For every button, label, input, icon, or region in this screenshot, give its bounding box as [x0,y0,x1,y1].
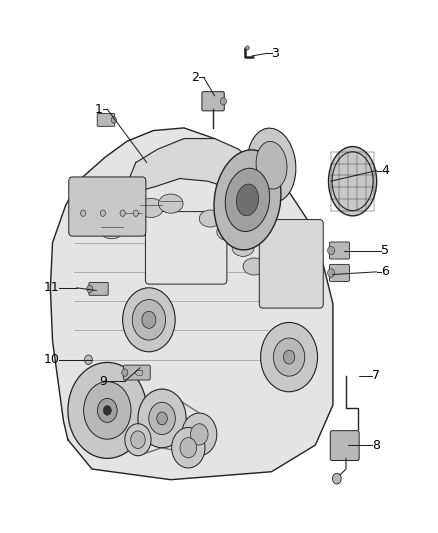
FancyBboxPatch shape [330,431,359,461]
FancyBboxPatch shape [124,365,150,380]
Text: 5: 5 [381,244,389,257]
Ellipse shape [232,239,254,256]
Circle shape [157,412,167,425]
Text: 9: 9 [99,375,107,387]
Circle shape [87,285,93,293]
Circle shape [103,406,111,415]
Circle shape [85,355,92,365]
Text: 3: 3 [272,47,279,60]
Ellipse shape [247,128,296,203]
FancyBboxPatch shape [69,177,146,236]
Text: 2: 2 [191,71,199,84]
Circle shape [191,424,208,445]
Circle shape [122,369,128,376]
Text: 7: 7 [372,369,380,382]
Circle shape [138,389,186,448]
Polygon shape [129,139,272,195]
FancyBboxPatch shape [259,220,323,308]
Circle shape [81,210,86,216]
Ellipse shape [214,150,281,250]
Text: 11: 11 [43,281,59,294]
Circle shape [84,382,131,439]
Ellipse shape [123,288,175,352]
FancyBboxPatch shape [202,92,224,111]
Circle shape [149,402,175,434]
Circle shape [180,438,197,458]
FancyBboxPatch shape [329,242,350,259]
Text: 8: 8 [372,439,380,451]
Polygon shape [50,128,333,480]
Ellipse shape [132,300,166,340]
Circle shape [125,424,151,456]
Ellipse shape [199,210,221,227]
Circle shape [131,431,145,449]
Circle shape [283,350,295,364]
Ellipse shape [119,206,144,225]
Ellipse shape [99,220,124,239]
Ellipse shape [256,141,287,189]
Circle shape [261,322,318,392]
Ellipse shape [217,223,239,240]
Circle shape [111,117,117,123]
Circle shape [97,399,117,422]
Text: 10: 10 [43,353,59,366]
Ellipse shape [142,311,156,328]
Circle shape [328,269,335,277]
Circle shape [220,98,226,105]
Ellipse shape [243,258,265,275]
Text: 6: 6 [381,265,389,278]
FancyBboxPatch shape [89,282,108,295]
Ellipse shape [237,184,258,216]
FancyBboxPatch shape [329,264,350,281]
Text: 1: 1 [95,103,103,116]
FancyBboxPatch shape [145,212,227,284]
FancyBboxPatch shape [97,114,115,126]
Circle shape [120,210,125,216]
Text: 4: 4 [381,164,389,177]
Circle shape [273,338,305,376]
Circle shape [182,413,217,456]
Ellipse shape [328,147,377,216]
Ellipse shape [139,198,163,217]
Circle shape [172,427,205,468]
Circle shape [100,210,106,216]
Circle shape [246,46,249,50]
Circle shape [133,210,138,216]
Ellipse shape [225,168,270,231]
Circle shape [332,473,341,484]
Ellipse shape [159,194,183,213]
Circle shape [68,362,147,458]
Circle shape [328,246,335,255]
